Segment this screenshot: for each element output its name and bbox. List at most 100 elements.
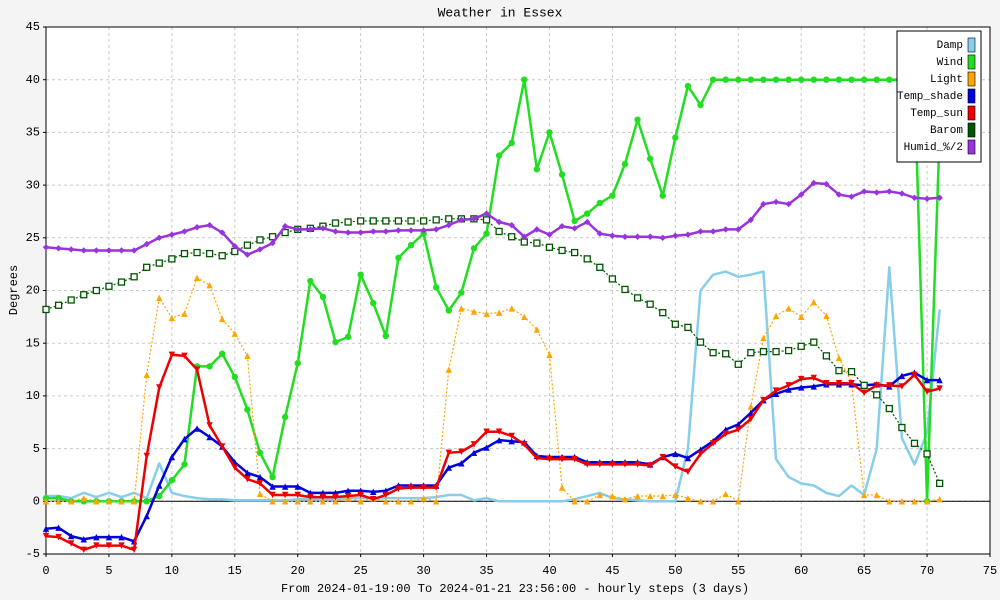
- point: [332, 498, 339, 505]
- point: [143, 240, 150, 248]
- point: [432, 284, 440, 291]
- point: [156, 234, 163, 241]
- point: [798, 76, 805, 83]
- point: [608, 275, 617, 283]
- point: [193, 366, 201, 373]
- point: [168, 453, 176, 461]
- point: [105, 498, 113, 505]
- point: [445, 307, 452, 314]
- y-tick-label: 45: [26, 20, 40, 34]
- point: [697, 498, 704, 505]
- x-tick-label: 20: [291, 564, 305, 578]
- point: [256, 246, 264, 253]
- point: [672, 232, 679, 239]
- point: [143, 452, 150, 460]
- point: [810, 374, 817, 382]
- point: [445, 449, 452, 457]
- point: [584, 210, 591, 217]
- point: [143, 512, 150, 520]
- point: [785, 386, 792, 393]
- point: [886, 382, 893, 389]
- point: [307, 277, 314, 285]
- point: [319, 293, 327, 301]
- point: [432, 484, 440, 491]
- point: [709, 76, 717, 83]
- point: [558, 484, 566, 491]
- point: [432, 226, 440, 233]
- point: [584, 498, 591, 505]
- point: [156, 492, 163, 500]
- point: [747, 76, 755, 83]
- point: [281, 491, 289, 499]
- y-tick-label: 40: [26, 73, 40, 87]
- point: [256, 480, 264, 487]
- point: [533, 239, 541, 247]
- point: [155, 259, 163, 267]
- point: [747, 415, 755, 423]
- point: [193, 224, 201, 231]
- point: [382, 498, 390, 505]
- point: [835, 191, 843, 198]
- point: [470, 441, 478, 448]
- point: [80, 536, 87, 543]
- point: [143, 498, 150, 505]
- point: [646, 492, 654, 500]
- point: [181, 461, 188, 468]
- legend-label: Damp: [937, 40, 963, 52]
- point: [508, 432, 515, 440]
- point: [684, 323, 692, 332]
- point: [319, 225, 327, 232]
- point: [181, 435, 188, 443]
- point: [193, 425, 201, 432]
- point: [168, 255, 176, 263]
- point: [470, 449, 478, 457]
- point: [722, 226, 729, 233]
- point: [55, 524, 62, 531]
- point: [898, 190, 906, 197]
- point: [571, 498, 578, 505]
- x-tick-label: 65: [857, 564, 871, 578]
- point: [772, 198, 780, 206]
- point: [558, 246, 566, 255]
- point: [508, 139, 515, 147]
- point: [621, 495, 629, 503]
- point: [873, 189, 880, 196]
- point: [521, 313, 528, 321]
- point: [848, 193, 855, 200]
- point: [219, 443, 226, 450]
- point: [521, 233, 528, 240]
- point: [810, 179, 817, 187]
- point: [458, 216, 465, 224]
- x-tick-label: 40: [542, 564, 556, 578]
- point: [331, 219, 340, 227]
- point: [105, 533, 113, 541]
- point: [709, 440, 717, 447]
- point: [269, 473, 276, 481]
- point: [168, 351, 176, 358]
- point: [734, 360, 742, 368]
- point: [445, 221, 452, 229]
- y-tick-label: 30: [26, 178, 40, 192]
- point: [936, 479, 944, 488]
- point: [307, 493, 314, 501]
- point: [205, 249, 214, 258]
- legend-label: Temp_shade: [897, 91, 963, 103]
- point: [470, 308, 478, 315]
- point: [684, 494, 692, 502]
- point: [80, 291, 88, 299]
- point: [672, 134, 679, 141]
- legend-swatch: [967, 105, 976, 121]
- legend-swatch: [967, 122, 976, 138]
- x-tick-label: 45: [605, 564, 619, 578]
- point: [596, 263, 604, 271]
- point: [470, 245, 478, 252]
- point: [445, 366, 452, 373]
- x-tick-label: 70: [920, 564, 934, 578]
- point: [521, 441, 528, 448]
- point: [181, 310, 188, 317]
- point: [533, 454, 541, 462]
- point: [130, 546, 138, 553]
- x-tick-label: 35: [479, 564, 493, 578]
- point: [395, 227, 402, 234]
- y-tick-label: 25: [26, 231, 40, 245]
